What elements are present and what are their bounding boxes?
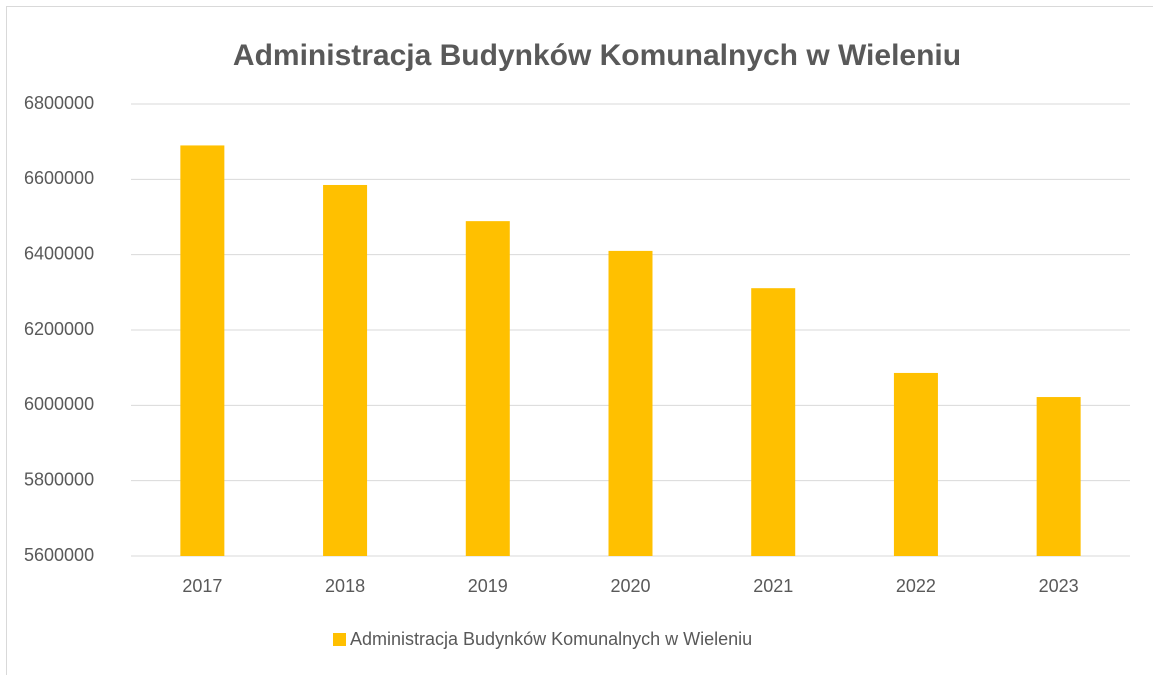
- y-tick-label: 6400000: [24, 243, 94, 263]
- legend-label: Administracja Budynków Komunalnych w Wie…: [350, 629, 752, 649]
- x-tick-label: 2023: [1039, 576, 1079, 596]
- x-tick-label: 2017: [182, 576, 222, 596]
- bar: [465, 221, 510, 557]
- x-tick-label: 2020: [610, 576, 650, 596]
- bar: [751, 288, 796, 556]
- x-tick-label: 2022: [896, 576, 936, 596]
- chart-title: Administracja Budynków Komunalnych w Wie…: [233, 39, 961, 72]
- bar: [893, 372, 938, 556]
- y-tick-label: 6200000: [24, 319, 94, 339]
- chart-border: [6, 6, 1153, 675]
- x-tick-label: 2018: [325, 576, 365, 596]
- x-tick-label: 2021: [753, 576, 793, 596]
- bar: [323, 184, 368, 556]
- bar: [180, 145, 225, 556]
- x-tick-label: 2019: [468, 576, 508, 596]
- legend-swatch: [333, 633, 346, 646]
- y-tick-label: 6600000: [24, 168, 94, 188]
- y-tick-label: 6800000: [24, 93, 94, 113]
- y-tick-label: 6000000: [24, 394, 94, 414]
- y-tick-label: 5800000: [24, 469, 94, 489]
- bar: [608, 250, 653, 556]
- y-tick-label: 5600000: [24, 545, 94, 565]
- bar: [1036, 397, 1081, 556]
